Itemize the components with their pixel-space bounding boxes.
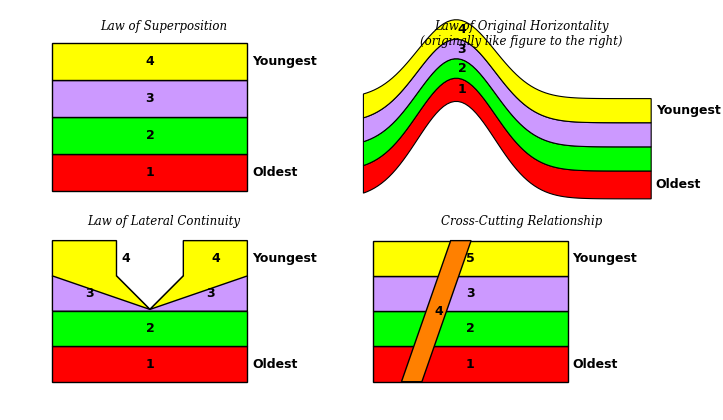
Text: Cross-Cutting Relationship: Cross-Cutting Relationship bbox=[440, 215, 602, 228]
Text: 1: 1 bbox=[145, 166, 154, 179]
Text: 3: 3 bbox=[145, 92, 154, 105]
Text: 2: 2 bbox=[458, 62, 466, 75]
Text: Youngest: Youngest bbox=[656, 104, 721, 117]
Text: 2: 2 bbox=[145, 322, 154, 335]
Text: Law of Superposition: Law of Superposition bbox=[100, 20, 228, 33]
Text: 2: 2 bbox=[145, 129, 154, 142]
Text: 1: 1 bbox=[466, 357, 474, 370]
Text: 4: 4 bbox=[211, 252, 220, 265]
Bar bbox=[53, 43, 247, 80]
Polygon shape bbox=[53, 241, 150, 310]
Text: Law of Lateral Continuity: Law of Lateral Continuity bbox=[87, 215, 240, 228]
Text: Oldest: Oldest bbox=[252, 357, 297, 370]
Text: 2: 2 bbox=[466, 322, 474, 335]
Text: Youngest: Youngest bbox=[573, 252, 637, 265]
Text: 3: 3 bbox=[85, 287, 94, 300]
Polygon shape bbox=[53, 276, 247, 311]
Bar bbox=[53, 311, 247, 346]
Polygon shape bbox=[364, 39, 651, 147]
Text: 4: 4 bbox=[145, 55, 154, 68]
Text: Youngest: Youngest bbox=[252, 55, 317, 68]
Text: 1: 1 bbox=[458, 84, 466, 96]
Polygon shape bbox=[150, 241, 247, 310]
Text: Youngest: Youngest bbox=[252, 252, 317, 265]
Bar bbox=[372, 241, 568, 276]
Bar bbox=[372, 276, 568, 311]
Text: Law of Original Horizontality
(originally like figure to the right): Law of Original Horizontality (originall… bbox=[420, 20, 623, 48]
Text: 3: 3 bbox=[458, 42, 466, 55]
Text: 3: 3 bbox=[466, 287, 474, 300]
Polygon shape bbox=[364, 20, 651, 123]
Polygon shape bbox=[364, 59, 651, 171]
Text: 3: 3 bbox=[206, 287, 215, 300]
Bar bbox=[53, 154, 247, 192]
Bar bbox=[372, 346, 568, 382]
Bar bbox=[372, 311, 568, 346]
Text: Oldest: Oldest bbox=[656, 178, 701, 192]
Bar bbox=[53, 117, 247, 154]
Bar bbox=[53, 346, 247, 382]
Text: 4: 4 bbox=[122, 252, 131, 265]
Bar bbox=[53, 80, 247, 117]
Text: 4: 4 bbox=[435, 304, 443, 318]
Text: 1: 1 bbox=[145, 357, 154, 370]
Text: 4: 4 bbox=[458, 23, 466, 36]
Text: Oldest: Oldest bbox=[573, 357, 617, 370]
Polygon shape bbox=[364, 78, 651, 199]
Text: 5: 5 bbox=[466, 252, 474, 265]
Polygon shape bbox=[401, 241, 471, 382]
Text: Oldest: Oldest bbox=[252, 166, 297, 179]
